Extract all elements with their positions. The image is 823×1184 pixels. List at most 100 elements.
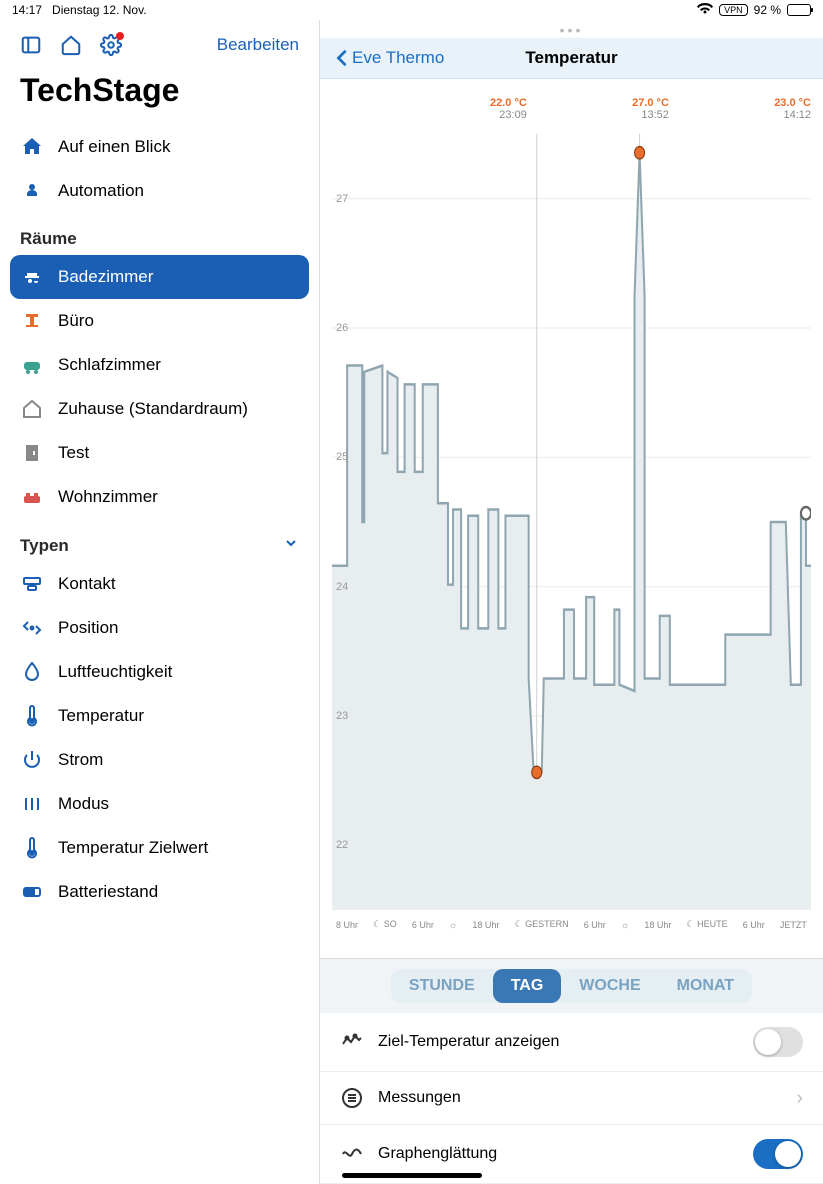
status-bar: 14:17 Dienstag 12. Nov. VPN 92 % — [0, 0, 823, 20]
temp-marker-label: 22.0 °C23:09 — [490, 97, 527, 121]
sidebar-type-item[interactable]: Modus — [0, 782, 319, 826]
type-label: Kontakt — [58, 574, 116, 594]
sidebar-item-label: Automation — [58, 181, 144, 201]
time-axis-label: JETZT — [780, 920, 807, 930]
room-label: Wohnzimmer — [58, 487, 158, 507]
time-axis-label: ☾ SO — [373, 919, 397, 930]
room-label: Badezimmer — [58, 267, 153, 287]
sidebar-type-item[interactable]: Luftfeuchtigkeit — [0, 650, 319, 694]
time-axis-label: ☼ — [621, 920, 629, 930]
home-indicator — [342, 1173, 482, 1178]
home-icon[interactable] — [60, 34, 82, 56]
y-axis-tick: 26 — [336, 322, 348, 334]
type-label: Temperatur — [58, 706, 144, 726]
type-label: Position — [58, 618, 118, 638]
sidebar-type-item[interactable]: Position — [0, 606, 319, 650]
setting-label: Messungen — [378, 1089, 782, 1107]
sidebar-item-label: Auf einen Blick — [58, 137, 170, 157]
range-pill[interactable]: MONAT — [659, 969, 752, 1003]
type-icon — [20, 660, 44, 684]
sidebar: Bearbeiten TechStage Auf einen Blick Aut… — [0, 20, 320, 1184]
room-icon — [20, 397, 44, 421]
time-axis-label: 6 Uhr — [743, 920, 765, 930]
toggle-switch[interactable] — [753, 1139, 803, 1169]
setting-icon — [340, 1086, 364, 1110]
sidebar-room-item[interactable]: Wohnzimmer — [0, 475, 319, 519]
toggle-switch[interactable] — [753, 1027, 803, 1057]
range-selector: STUNDETAGWOCHEMONAT — [320, 958, 823, 1013]
sidebar-type-item[interactable]: Temperatur — [0, 694, 319, 738]
setting-icon — [340, 1142, 364, 1166]
time-axis-label: 6 Uhr — [412, 920, 434, 930]
room-label: Test — [58, 443, 89, 463]
y-axis-tick: 24 — [336, 581, 348, 593]
y-axis-tick: 27 — [336, 193, 348, 205]
time-axis-label: ☾ GESTERN — [515, 919, 569, 930]
sidebar-room-item[interactable]: Büro — [0, 299, 319, 343]
status-date: Dienstag 12. Nov. — [52, 3, 147, 17]
type-label: Temperatur Zielwert — [58, 838, 208, 858]
range-pill[interactable]: TAG — [493, 969, 562, 1003]
setting-icon — [340, 1030, 364, 1054]
sidebar-item-overview[interactable]: Auf einen Blick — [0, 125, 319, 169]
time-axis-label: 8 Uhr — [336, 920, 358, 930]
room-label: Büro — [58, 311, 94, 331]
back-label: Eve Thermo — [352, 48, 444, 68]
setting-row[interactable]: Ziel-Temperatur anzeigen — [320, 1013, 823, 1072]
time-axis-label: ☼ — [449, 920, 457, 930]
app-title: TechStage — [0, 64, 319, 125]
type-icon — [20, 836, 44, 860]
layout-icon[interactable] — [20, 34, 42, 56]
rooms-header: Räume — [0, 213, 319, 255]
type-label: Modus — [58, 794, 109, 814]
vpn-badge: VPN — [719, 4, 748, 16]
room-icon — [20, 309, 44, 333]
sidebar-item-automation[interactable]: Automation — [0, 169, 319, 213]
sidebar-type-item[interactable]: Temperatur Zielwert — [0, 826, 319, 870]
time-axis-label: 18 Uhr — [472, 920, 499, 930]
y-axis-tick: 25 — [336, 451, 348, 463]
type-icon — [20, 704, 44, 728]
back-button[interactable]: Eve Thermo — [336, 48, 444, 68]
room-icon — [20, 353, 44, 377]
sidebar-room-item[interactable]: Zuhause (Standardraum) — [0, 387, 319, 431]
chevron-right-icon: › — [796, 1087, 803, 1110]
types-header[interactable]: Typen — [0, 519, 319, 562]
drag-handle-icon: ••• — [320, 20, 823, 38]
status-time: 14:17 — [12, 3, 42, 17]
room-icon — [20, 441, 44, 465]
gear-icon[interactable] — [100, 34, 122, 56]
room-label: Schlafzimmer — [58, 355, 161, 375]
sidebar-type-item[interactable]: Kontakt — [0, 562, 319, 606]
type-label: Batteriestand — [58, 882, 158, 902]
setting-row[interactable]: Messungen › — [320, 1072, 823, 1125]
range-pill[interactable]: STUNDE — [391, 969, 493, 1003]
type-icon — [20, 792, 44, 816]
setting-label: Graphenglättung — [378, 1145, 739, 1163]
sidebar-room-item[interactable]: Test — [0, 431, 319, 475]
room-icon — [20, 265, 44, 289]
type-icon — [20, 572, 44, 596]
page-title: Temperatur — [525, 48, 617, 68]
chevron-down-icon — [283, 535, 299, 556]
type-icon — [20, 748, 44, 772]
type-label: Strom — [58, 750, 103, 770]
temperature-chart[interactable]: 22.0 °C23:0927.0 °C13:5223.0 °C14:12 222… — [320, 79, 823, 958]
room-icon — [20, 485, 44, 509]
sidebar-room-item[interactable]: Badezimmer — [10, 255, 309, 299]
sidebar-type-item[interactable]: Strom — [0, 738, 319, 782]
y-axis-tick: 23 — [336, 710, 348, 722]
wifi-icon — [697, 3, 713, 18]
room-label: Zuhause (Standardraum) — [58, 399, 248, 419]
sidebar-type-item[interactable]: Batteriestand — [0, 870, 319, 914]
setting-label: Ziel-Temperatur anzeigen — [378, 1033, 739, 1051]
time-axis-label: ☾ HEUTE — [687, 919, 728, 930]
type-icon — [20, 616, 44, 640]
temp-marker-label: 23.0 °C14:12 — [774, 97, 811, 121]
edit-button[interactable]: Bearbeiten — [217, 35, 299, 55]
time-axis-label: 6 Uhr — [584, 920, 606, 930]
house-icon — [20, 135, 44, 159]
sidebar-room-item[interactable]: Schlafzimmer — [0, 343, 319, 387]
range-pill[interactable]: WOCHE — [561, 969, 658, 1003]
automation-icon — [20, 179, 44, 203]
